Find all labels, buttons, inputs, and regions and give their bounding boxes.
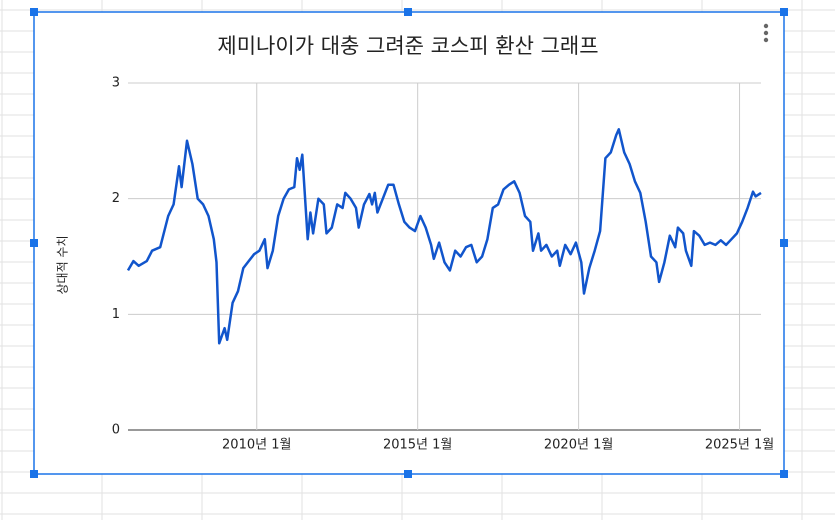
- y-tick-label: 3: [112, 76, 120, 91]
- data-line: [126, 128, 762, 345]
- resize-handles[interactable]: [30, 8, 788, 478]
- x-tick-label: 2010년 1월: [222, 438, 291, 453]
- y-tick-label: 0: [112, 423, 120, 438]
- chart-title: 제미나이가 대충 그려준 코스피 환산 그래프: [217, 34, 598, 58]
- x-tick-label: 2015년 1월: [383, 438, 452, 453]
- y-tick-label: 2: [112, 191, 120, 206]
- y-tick-label: 1: [112, 307, 120, 322]
- x-tick-label: 2020년 1월: [544, 438, 613, 453]
- chart-menu[interactable]: [763, 23, 769, 43]
- chart-frame[interactable]: [33, 11, 785, 475]
- y-axis-label: 상대적 수치: [56, 235, 70, 294]
- x-tick-label: 2025년 1월: [705, 438, 774, 453]
